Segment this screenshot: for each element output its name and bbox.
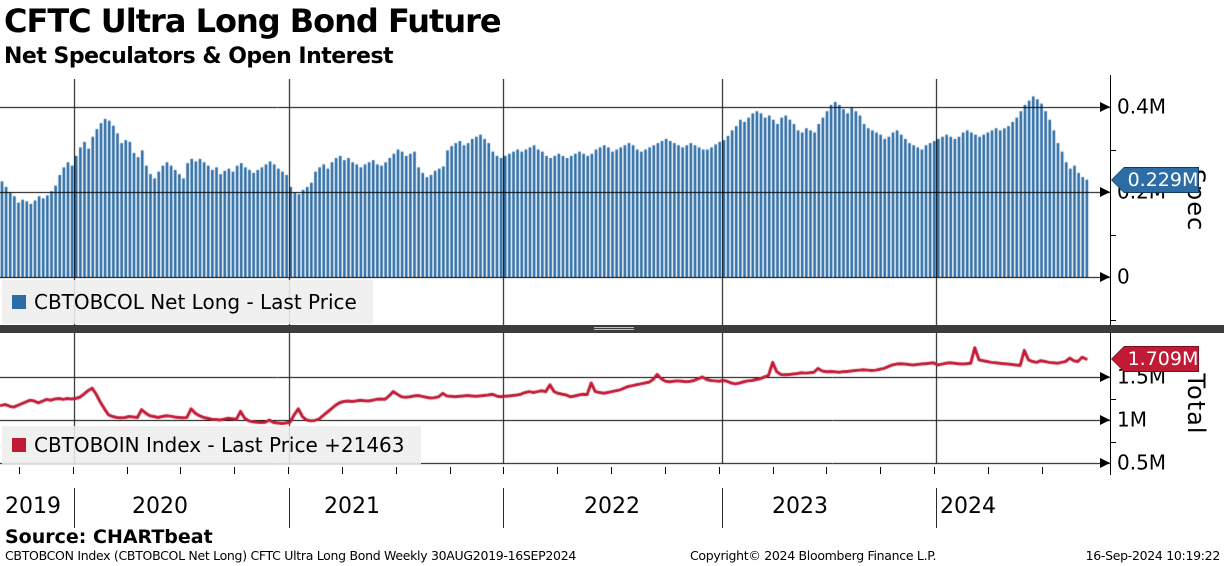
axis-arrow-icon: [1100, 372, 1110, 382]
x-axis-quarter-tick: [396, 467, 397, 474]
splitter-grip-icon[interactable]: [594, 327, 634, 331]
x-axis-quarter-tick: [719, 467, 720, 474]
x-axis-quarter-tick: [611, 467, 612, 474]
axis-minor-tick: [1110, 398, 1116, 400]
x-axis-year-separator: [936, 488, 937, 528]
axis-tick-label: 1M: [1117, 407, 1147, 432]
total-legend-label: CBTOBOIN Index - Last Price +21463: [34, 433, 405, 457]
x-axis-quarter-tick: [73, 467, 74, 474]
x-axis-quarter-tick: [934, 467, 935, 474]
x-axis-quarter-tick: [557, 467, 558, 474]
x-axis-quarter-tick: [773, 467, 774, 474]
footer-security-info: CBTOBCON Index (CBTOBCOL Net Long) CFTC …: [5, 548, 577, 563]
total-legend-swatch-icon: [12, 438, 26, 452]
x-axis-year-label: 2020: [132, 494, 188, 519]
spec-legend-swatch-icon: [12, 295, 26, 309]
spec-last-value-badge: 0.229M: [1111, 167, 1199, 193]
page-title: CFTC Ultra Long Bond Future: [4, 2, 502, 40]
total-last-value-badge: 1.709M: [1111, 346, 1199, 372]
x-axis-quarter-tick: [342, 467, 343, 474]
axis-minor-tick: [1110, 319, 1116, 321]
x-axis-year-separator: [503, 488, 504, 528]
x-axis-quarter-tick: [288, 467, 289, 474]
x-axis-year-label: 2019: [5, 494, 61, 519]
axis-arrow-icon: [1100, 187, 1110, 197]
spec-legend[interactable]: CBTOBCOL Net Long - Last Price: [2, 280, 373, 324]
x-axis-year-label: 2023: [772, 494, 828, 519]
badge-fill: [1112, 347, 1198, 371]
badge-fill: [1112, 168, 1198, 192]
axis-minor-tick: [1110, 149, 1116, 151]
x-axis-year-label: 2021: [324, 494, 380, 519]
x-axis-year-separator: [74, 488, 75, 528]
x-axis-quarter-tick: [450, 467, 451, 474]
axis-arrow-icon: [1100, 102, 1110, 112]
x-axis-quarter-tick: [988, 467, 989, 474]
axis-minor-tick: [1110, 234, 1116, 236]
x-axis-quarter-tick: [234, 467, 235, 474]
x-axis-year-label: 2024: [940, 494, 996, 519]
axis-tick-label: 0.5M: [1117, 450, 1167, 475]
x-axis-quarter-tick: [826, 467, 827, 474]
total-axis-title: Total: [1182, 373, 1210, 435]
page-subtitle: Net Speculators & Open Interest: [4, 44, 394, 69]
source-line: Source: CHARTbeat: [5, 526, 213, 548]
x-axis-quarter-tick: [127, 467, 128, 474]
spec-last-value: 0.229M: [1127, 169, 1199, 191]
x-axis-year-label: 2022: [584, 494, 640, 519]
axis-minor-tick: [1110, 441, 1116, 443]
axis-tick-label: 0: [1117, 264, 1130, 289]
axis-arrow-icon: [1100, 272, 1110, 282]
spec-legend-label: CBTOBCOL Net Long - Last Price: [34, 290, 357, 314]
axis-tick-label: 0.4M: [1117, 94, 1167, 119]
x-axis-quarter-tick: [503, 467, 504, 474]
x-axis-quarter-tick: [180, 467, 181, 474]
footer-timestamp: 16-Sep-2024 10:19:22: [1085, 548, 1221, 563]
panel-splitter[interactable]: [0, 325, 1224, 333]
x-axis-quarter-tick: [1042, 467, 1043, 474]
right-axis-line: [1110, 75, 1111, 475]
axis-arrow-icon: [1100, 458, 1110, 468]
total-legend[interactable]: CBTOBOIN Index - Last Price +21463: [2, 426, 421, 464]
x-axis-quarter-tick: [665, 467, 666, 474]
x-axis-year-separator: [722, 488, 723, 528]
x-axis-quarter-tick: [19, 467, 20, 474]
x-axis-quarter-tick: [880, 467, 881, 474]
footer-copyright: Copyright© 2024 Bloomberg Finance L.P.: [690, 548, 937, 563]
axis-arrow-icon: [1100, 415, 1110, 425]
total-last-value: 1.709M: [1127, 348, 1199, 370]
x-axis-year-separator: [289, 488, 290, 528]
